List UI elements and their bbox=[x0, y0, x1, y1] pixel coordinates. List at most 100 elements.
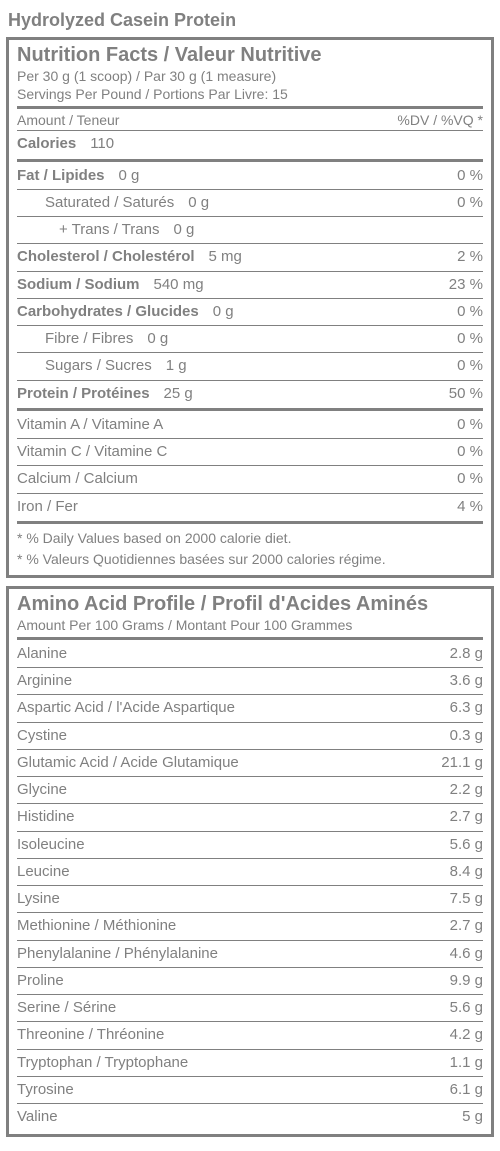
amino-label: Leucine bbox=[17, 862, 70, 882]
nutrition-heading: Nutrition Facts / Valeur Nutritive bbox=[17, 44, 483, 67]
nutrient-label: Saturated / Saturés bbox=[45, 193, 174, 213]
vitamin-row: Iron / Fer 4 % bbox=[17, 496, 483, 518]
vitamin-dv: 0 % bbox=[457, 469, 483, 489]
nutrient-amount: 25 g bbox=[164, 384, 193, 404]
vitamin-dv: 4 % bbox=[457, 497, 483, 517]
amount-header: Amount / Teneur bbox=[17, 112, 119, 128]
nutrition-panel: Nutrition Facts / Valeur Nutritive Per 3… bbox=[6, 37, 494, 578]
serving-line-1: Per 30 g (1 scoop) / Par 30 g (1 measure… bbox=[17, 67, 483, 85]
vitamin-dv: 0 % bbox=[457, 442, 483, 462]
amino-label: Tyrosine bbox=[17, 1080, 74, 1100]
amino-row: Cystine 0.3 g bbox=[17, 725, 483, 747]
nutrient-row: Fibre / Fibres 0 g 0 % bbox=[17, 328, 483, 350]
nutrient-amount: 1 g bbox=[166, 356, 187, 376]
nutrient-dv: 23 % bbox=[449, 275, 483, 295]
amino-label: Lysine bbox=[17, 889, 60, 909]
product-title: Hydrolyzed Casein Protein bbox=[8, 10, 494, 31]
amino-label: Cystine bbox=[17, 726, 67, 746]
amino-amount: 5.6 g bbox=[450, 835, 483, 855]
amino-label: Aspartic Acid / l'Acide Aspartique bbox=[17, 698, 235, 718]
nutrient-amount: 0 g bbox=[147, 329, 168, 349]
amino-label: Tryptophan / Tryptophane bbox=[17, 1053, 188, 1073]
amino-amount: 4.6 g bbox=[450, 944, 483, 964]
amino-amount: 5 g bbox=[462, 1107, 483, 1127]
amino-label: Phenylalanine / Phénylalanine bbox=[17, 944, 218, 964]
nutrient-dv: 0 % bbox=[457, 356, 483, 376]
nutrient-label: Fat / Lipides bbox=[17, 166, 105, 186]
amino-amount: 2.2 g bbox=[450, 780, 483, 800]
nutrient-row: Cholesterol / Cholestérol 5 mg 2 % bbox=[17, 246, 483, 268]
nutrient-dv: 0 % bbox=[457, 193, 483, 213]
nutrient-dv: 2 % bbox=[457, 247, 483, 267]
vitamin-label: Calcium / Calcium bbox=[17, 469, 138, 489]
nutrient-amount: 5 mg bbox=[209, 247, 242, 267]
dv-header: %DV / %VQ * bbox=[397, 112, 483, 128]
amino-row: Valine 5 g bbox=[17, 1106, 483, 1128]
nutrient-amount: 540 mg bbox=[154, 275, 204, 295]
amino-label: Proline bbox=[17, 971, 64, 991]
amino-label: Methionine / Méthionine bbox=[17, 916, 176, 936]
amino-row: Arginine3.6 g bbox=[17, 670, 483, 692]
footnote-1: * % Daily Values based on 2000 calorie d… bbox=[17, 527, 483, 548]
nutrient-dv: 50 % bbox=[449, 384, 483, 404]
amino-label: Glutamic Acid / Acide Glutamique bbox=[17, 753, 239, 773]
nutrient-label: Sugars / Sucres bbox=[45, 356, 152, 376]
amino-amount: 6.1 g bbox=[450, 1080, 483, 1100]
amino-label: Alanine bbox=[17, 644, 67, 664]
nutrient-label: Protein / Protéines bbox=[17, 384, 150, 404]
amino-heading: Amino Acid Profile / Profil d'Acides Ami… bbox=[17, 593, 483, 616]
vitamin-label: Iron / Fer bbox=[17, 497, 78, 517]
amino-row: Isoleucine 5.6 g bbox=[17, 834, 483, 856]
nutrient-row: Saturated / Saturés 0 g 0 % bbox=[17, 192, 483, 214]
nutrient-row: Fat / Lipides 0 g 0 % bbox=[17, 165, 483, 187]
nutrient-dv: 0 % bbox=[457, 329, 483, 349]
nutrient-dv: 0 % bbox=[457, 302, 483, 322]
nutrient-label: + Trans / Trans bbox=[59, 220, 159, 240]
amino-amount: 8.4 g bbox=[450, 862, 483, 882]
amino-amount: 5.6 g bbox=[450, 998, 483, 1018]
calories-label: Calories bbox=[17, 134, 76, 154]
nutrient-amount: 0 g bbox=[213, 302, 234, 322]
amino-label: Threonine / Thréonine bbox=[17, 1025, 164, 1045]
vitamin-row: Calcium / Calcium 0 % bbox=[17, 468, 483, 490]
amino-row: Lysine 7.5 g bbox=[17, 888, 483, 910]
amino-row: Glycine 2.2 g bbox=[17, 779, 483, 801]
amino-row: Histidine2.7 g bbox=[17, 806, 483, 828]
serving-line-2: Servings Per Pound / Portions Par Livre:… bbox=[17, 85, 483, 103]
nutrient-row: + Trans / Trans0 g bbox=[17, 219, 483, 241]
amino-amount: 1.1 g bbox=[450, 1053, 483, 1073]
amino-amount: 7.5 g bbox=[450, 889, 483, 909]
amino-amount: 0.3 g bbox=[450, 726, 483, 746]
amino-row: Phenylalanine / Phénylalanine 4.6 g bbox=[17, 943, 483, 965]
amino-row: Leucine 8.4 g bbox=[17, 861, 483, 883]
amino-label: Valine bbox=[17, 1107, 58, 1127]
amino-row: Glutamic Acid / Acide Glutamique 21.1 g bbox=[17, 752, 483, 774]
amino-amount: 21.1 g bbox=[441, 753, 483, 773]
amino-row: Tyrosine 6.1 g bbox=[17, 1079, 483, 1101]
vitamin-row: Vitamin A / Vitamine A0 % bbox=[17, 414, 483, 436]
vitamin-label: Vitamin C / Vitamine C bbox=[17, 442, 167, 462]
amino-row: Serine / Sérine5.6 g bbox=[17, 997, 483, 1019]
amino-amount: 4.2 g bbox=[450, 1025, 483, 1045]
amino-amount: 6.3 g bbox=[450, 698, 483, 718]
vitamin-label: Vitamin A / Vitamine A bbox=[17, 415, 163, 435]
amino-amount: 2.7 g bbox=[450, 916, 483, 936]
amino-row: Proline9.9 g bbox=[17, 970, 483, 992]
amino-sub: Amount Per 100 Grams / Montant Pour 100 … bbox=[17, 616, 483, 634]
nutrient-row: Carbohydrates / Glucides 0 g 0 % bbox=[17, 301, 483, 323]
amino-label: Glycine bbox=[17, 780, 67, 800]
amino-label: Isoleucine bbox=[17, 835, 85, 855]
amino-amount: 2.8 g bbox=[450, 644, 483, 664]
nutrient-row: Sodium / Sodium540 mg23 % bbox=[17, 274, 483, 296]
nutrient-amount: 0 g bbox=[188, 193, 209, 213]
nutrient-row: Protein / Protéines 25 g 50 % bbox=[17, 383, 483, 405]
amino-amount: 3.6 g bbox=[450, 671, 483, 691]
nutrient-dv: 0 % bbox=[457, 166, 483, 186]
nutrient-label: Cholesterol / Cholestérol bbox=[17, 247, 195, 267]
nutrient-label: Carbohydrates / Glucides bbox=[17, 302, 199, 322]
vitamin-row: Vitamin C / Vitamine C 0 % bbox=[17, 441, 483, 463]
nutrient-amount: 0 g bbox=[119, 166, 140, 186]
footnote-2: * % Valeurs Quotidiennes basées sur 2000… bbox=[17, 548, 483, 569]
nutrient-label: Fibre / Fibres bbox=[45, 329, 133, 349]
amino-label: Histidine bbox=[17, 807, 75, 827]
